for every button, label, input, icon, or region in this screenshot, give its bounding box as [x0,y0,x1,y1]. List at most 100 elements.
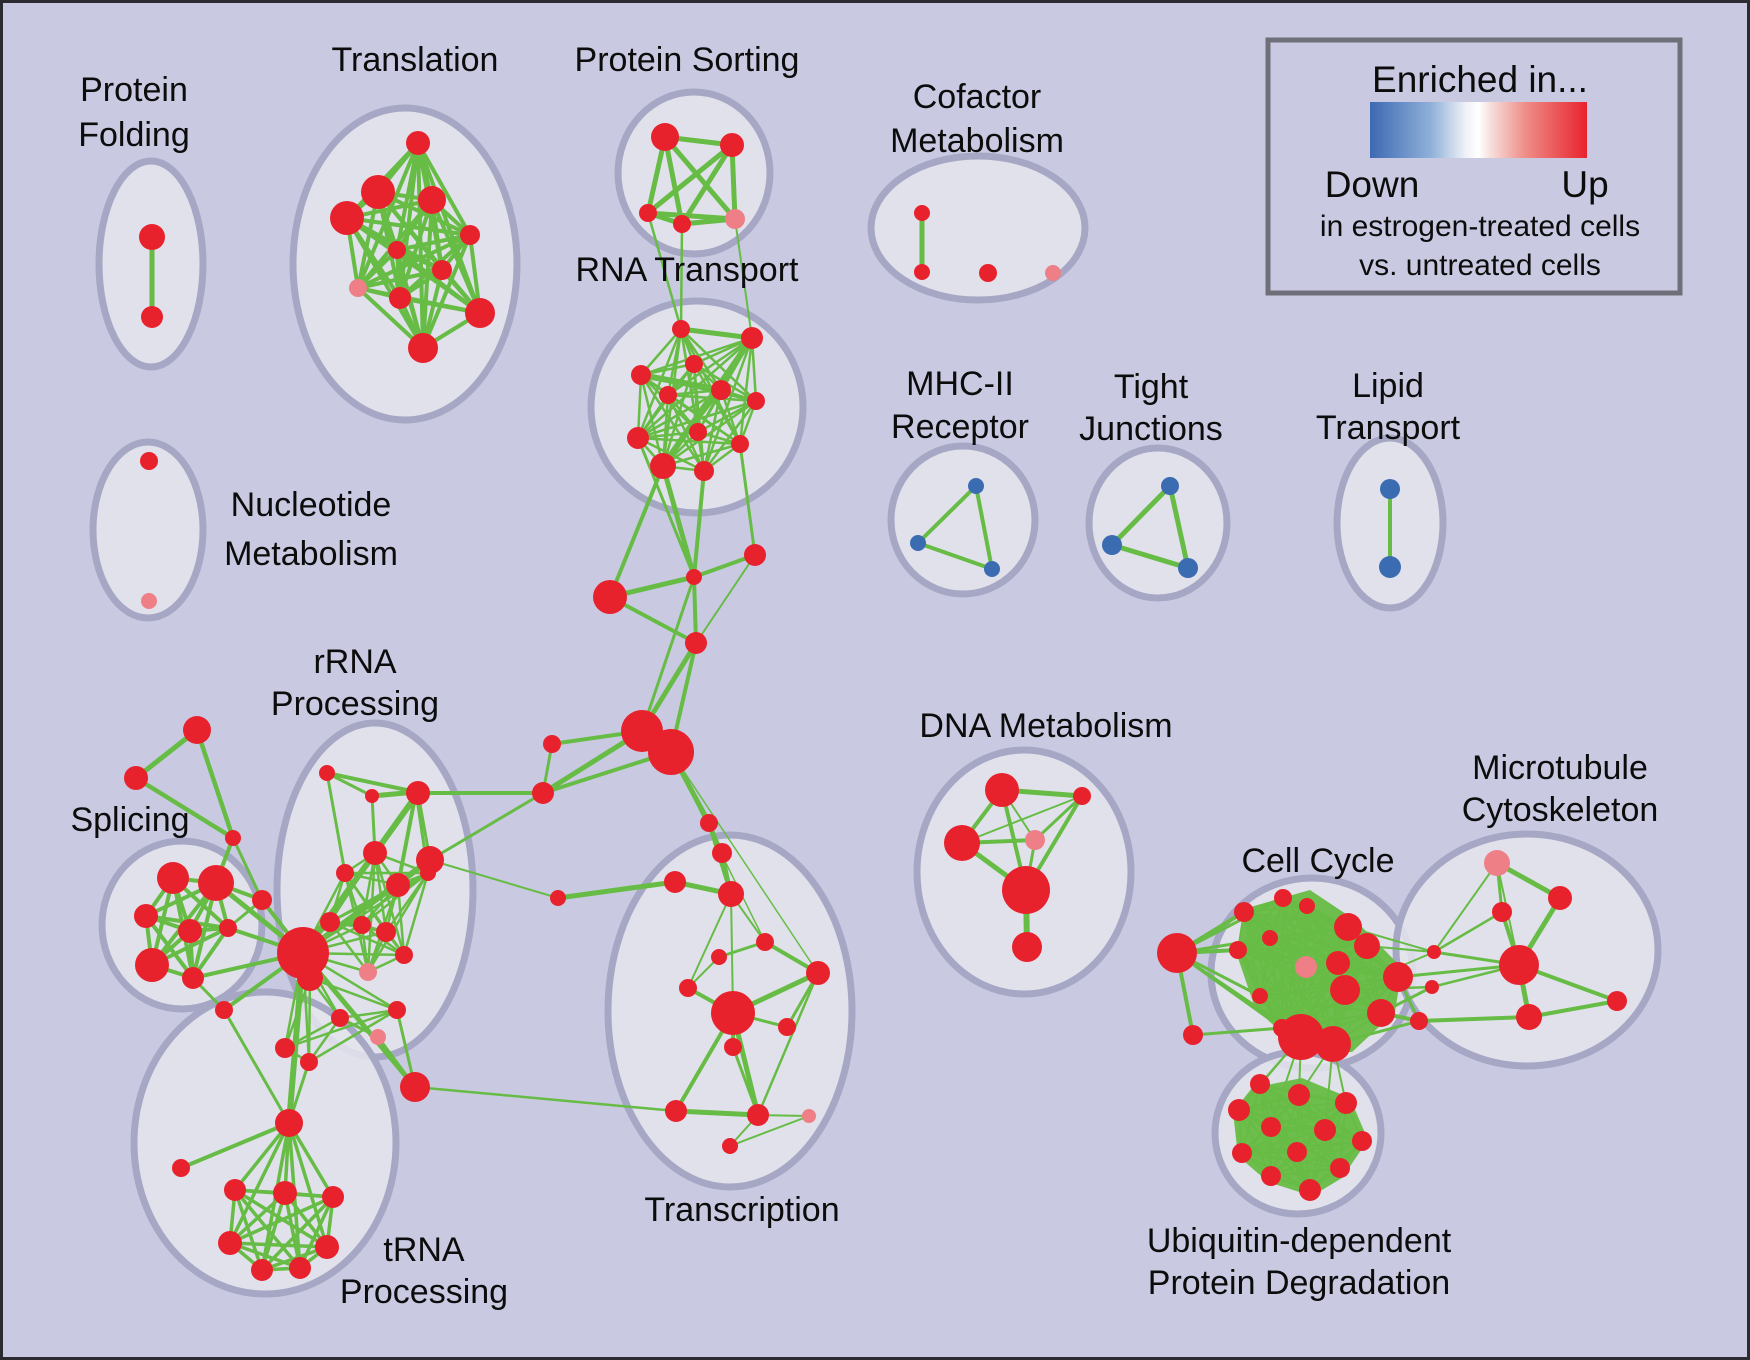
gene-set-node-rr1[interactable] [365,789,379,803]
gene-set-node-X5[interactable] [532,782,554,804]
gene-set-node-rt1[interactable] [741,327,763,349]
gene-set-node-sp3[interactable] [178,919,202,943]
gene-set-node-lt1[interactable] [1379,556,1401,578]
gene-set-node-X3[interactable] [685,632,707,654]
gene-set-node-sp2[interactable] [134,904,158,928]
gene-set-node-X6[interactable] [406,781,430,805]
gene-set-node-pf1[interactable] [141,306,163,328]
gene-set-node-rr8[interactable] [353,916,371,934]
gene-set-node-T6[interactable] [806,961,830,985]
gene-set-node-tn2[interactable] [224,1179,246,1201]
gene-set-node-T11[interactable] [747,1104,769,1126]
gene-set-node-T4[interactable] [711,949,727,965]
gene-set-node-M0[interactable] [1484,850,1510,876]
gene-set-node-T8[interactable] [778,1018,796,1036]
gene-set-node-ps4[interactable] [725,209,745,229]
gene-set-node-U1[interactable] [1288,1084,1310,1106]
gene-set-node-rt2[interactable] [685,355,703,373]
gene-set-node-CC7[interactable] [1262,930,1278,946]
gene-set-node-tr4[interactable] [460,225,480,245]
gene-set-node-tg1[interactable] [124,766,148,790]
gene-set-node-ps0[interactable] [651,123,679,151]
gene-set-node-T2[interactable] [718,881,744,907]
gene-set-node-sp1[interactable] [198,865,234,901]
gene-set-node-X7[interactable] [416,846,444,874]
gene-set-node-rt7[interactable] [689,423,707,441]
gene-set-node-CC11[interactable] [1383,962,1413,992]
gene-set-node-rr15[interactable] [300,1053,318,1071]
gene-set-node-CC10[interactable] [1354,933,1380,959]
gene-set-node-CC1[interactable] [1183,1025,1203,1045]
gene-set-node-U0[interactable] [1250,1074,1270,1094]
gene-set-node-mh2[interactable] [984,561,1000,577]
gene-set-node-tn5[interactable] [218,1231,242,1255]
gene-set-node-T13[interactable] [722,1138,738,1154]
gene-set-node-sp4[interactable] [219,919,237,937]
gene-set-node-T3[interactable] [756,933,774,951]
gene-set-node-D4[interactable] [1002,866,1050,914]
gene-set-node-T5[interactable] [679,979,697,997]
gene-set-node-rr7[interactable] [320,912,340,932]
gene-set-node-tg0[interactable] [183,716,211,744]
gene-set-node-T12[interactable] [802,1109,816,1123]
gene-set-node-T1[interactable] [664,871,686,893]
gene-set-node-rr14[interactable] [275,1038,295,1058]
gene-set-node-rr4[interactable] [363,841,387,865]
gene-set-node-rr12[interactable] [331,1009,349,1027]
gene-set-node-D0[interactable] [985,773,1019,807]
gene-set-node-X0[interactable] [686,569,702,585]
gene-set-node-rr0[interactable] [319,765,335,781]
gene-set-node-tn1[interactable] [172,1159,190,1177]
gene-set-node-U8[interactable] [1287,1142,1307,1162]
gene-set-node-CC15[interactable] [1367,999,1395,1027]
gene-set-node-CCH1[interactable] [1278,1014,1324,1060]
gene-set-node-rr5[interactable] [386,873,410,897]
gene-set-node-sp7[interactable] [252,890,272,910]
gene-set-node-sp0[interactable] [157,862,189,894]
gene-set-node-rt11[interactable] [694,461,714,481]
gene-set-node-tr1[interactable] [361,175,395,209]
gene-set-node-tn3[interactable] [273,1181,297,1205]
gene-set-node-X4[interactable] [543,735,561,753]
gene-set-node-nm0[interactable] [140,452,158,470]
gene-set-node-T10[interactable] [665,1100,687,1122]
gene-set-node-th0[interactable] [275,1109,303,1137]
gene-set-node-tr2[interactable] [418,186,446,214]
gene-set-node-rt6[interactable] [747,392,765,410]
gene-set-node-X8[interactable] [550,890,566,906]
gene-set-node-U10[interactable] [1261,1166,1281,1186]
gene-set-node-T7[interactable] [711,991,755,1035]
gene-set-node-CC8[interactable] [1295,956,1317,978]
gene-set-node-U3[interactable] [1228,1099,1250,1121]
gene-set-node-U5[interactable] [1314,1119,1336,1141]
gene-set-node-rr10[interactable] [359,963,377,981]
gene-set-node-rt5[interactable] [711,380,731,400]
gene-set-node-U9[interactable] [1330,1158,1350,1178]
gene-set-node-nm1[interactable] [141,593,157,609]
gene-set-node-lt0[interactable] [1380,479,1400,499]
gene-set-node-rr9[interactable] [376,922,396,942]
gene-set-node-sp5[interactable] [135,948,169,982]
gene-set-node-T9[interactable] [724,1038,742,1056]
gene-set-node-M2[interactable] [1492,902,1512,922]
gene-set-node-X9[interactable] [700,814,718,832]
gene-set-node-sp6[interactable] [182,967,204,989]
gene-set-node-tg2[interactable] [225,830,241,846]
gene-set-node-M3[interactable] [1499,945,1539,985]
gene-set-node-tr3[interactable] [330,201,364,235]
gene-set-node-mh0[interactable] [968,478,984,494]
gene-set-node-rr3[interactable] [336,864,354,882]
gene-set-node-M1[interactable] [1548,886,1572,910]
gene-set-node-tr0[interactable] [406,131,430,155]
gene-set-node-U2[interactable] [1335,1092,1357,1114]
gene-set-node-pf0[interactable] [139,224,165,250]
gene-set-node-cf1[interactable] [914,264,930,280]
gene-set-node-tj1[interactable] [1102,535,1122,555]
gene-set-node-XH2[interactable] [648,729,694,775]
gene-set-node-rt8[interactable] [627,427,649,449]
gene-set-node-tr7[interactable] [349,279,367,297]
gene-set-node-M4[interactable] [1516,1004,1542,1030]
gene-set-node-rr11[interactable] [395,946,413,964]
gene-set-node-ps2[interactable] [639,204,657,222]
gene-set-node-CC4[interactable] [1299,898,1315,914]
